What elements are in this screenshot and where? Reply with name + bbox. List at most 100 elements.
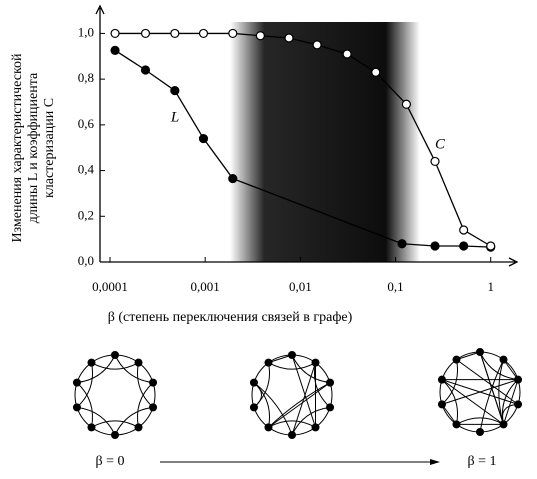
point bbox=[459, 241, 469, 251]
edge bbox=[114, 354, 154, 384]
network-diagrams bbox=[72, 348, 523, 439]
edge bbox=[253, 382, 293, 436]
bottom-label: β = 0 bbox=[95, 454, 124, 469]
node bbox=[326, 403, 335, 412]
y-label-line: Изменения характеристической bbox=[10, 53, 25, 243]
node bbox=[149, 378, 158, 387]
node bbox=[111, 431, 119, 439]
point bbox=[170, 28, 180, 39]
edge bbox=[479, 351, 504, 425]
edge bbox=[137, 362, 154, 408]
y-tick-label: 0,4 bbox=[78, 162, 95, 177]
node bbox=[134, 358, 143, 367]
node bbox=[87, 358, 96, 367]
x-tick-label: 0,001 bbox=[191, 279, 220, 294]
node bbox=[87, 423, 96, 432]
node bbox=[452, 420, 461, 429]
edge bbox=[291, 354, 331, 384]
y-tick-label: 0,6 bbox=[78, 116, 95, 131]
point bbox=[401, 99, 411, 109]
edge bbox=[456, 417, 504, 425]
edge bbox=[503, 359, 519, 380]
y-tick-label: 0,2 bbox=[78, 207, 94, 222]
x-tick-label: 0,0001 bbox=[92, 279, 128, 294]
series-label: C bbox=[435, 136, 446, 152]
node bbox=[311, 423, 320, 432]
node bbox=[476, 348, 484, 356]
point bbox=[140, 28, 151, 39]
edge bbox=[314, 362, 331, 408]
x-axis-label: β (степень переключения связей в графе) bbox=[108, 310, 353, 325]
bottom-label: β = 1 bbox=[467, 454, 496, 469]
edge bbox=[76, 406, 116, 436]
y-label-line: кластеризации C bbox=[42, 98, 57, 198]
edge bbox=[441, 359, 458, 405]
node bbox=[437, 400, 446, 409]
point bbox=[228, 173, 238, 184]
point bbox=[397, 239, 407, 249]
node bbox=[264, 423, 273, 432]
edge bbox=[76, 382, 93, 428]
edge bbox=[268, 420, 316, 428]
edge bbox=[503, 379, 519, 425]
point bbox=[140, 65, 151, 75]
edge bbox=[291, 406, 331, 436]
node bbox=[514, 400, 523, 409]
edge bbox=[137, 382, 154, 428]
node bbox=[499, 420, 508, 429]
edge bbox=[76, 354, 116, 384]
arrow-head bbox=[430, 459, 440, 465]
node bbox=[149, 403, 158, 412]
point bbox=[255, 31, 265, 41]
point bbox=[459, 225, 469, 235]
edge bbox=[114, 406, 154, 436]
point bbox=[228, 28, 238, 39]
node bbox=[437, 375, 446, 384]
node bbox=[499, 355, 508, 364]
point bbox=[371, 67, 381, 77]
y-tick-label: 0,8 bbox=[78, 70, 94, 85]
y-tick-label: 0,0 bbox=[78, 253, 94, 268]
node bbox=[264, 358, 273, 367]
edge bbox=[291, 354, 316, 428]
point bbox=[198, 133, 209, 144]
edge bbox=[268, 382, 331, 428]
series-line bbox=[115, 32, 492, 247]
point bbox=[312, 40, 322, 50]
node bbox=[311, 358, 320, 367]
y-tick-label: 1,0 bbox=[78, 24, 94, 39]
point bbox=[198, 28, 209, 39]
edge bbox=[268, 382, 331, 428]
point bbox=[430, 156, 440, 167]
edge bbox=[291, 362, 316, 436]
node bbox=[288, 351, 296, 359]
node bbox=[476, 428, 484, 436]
edge bbox=[456, 359, 519, 405]
edge bbox=[479, 351, 519, 381]
point bbox=[342, 49, 352, 59]
point bbox=[430, 241, 440, 251]
series-label: L bbox=[170, 109, 179, 125]
edge bbox=[91, 362, 139, 370]
edge bbox=[456, 351, 481, 361]
node bbox=[72, 403, 81, 412]
point bbox=[170, 85, 180, 96]
y-label-line: длины L и коэффициента bbox=[26, 72, 41, 223]
edge bbox=[441, 404, 457, 425]
axes bbox=[95, 4, 519, 267]
point bbox=[110, 45, 120, 55]
node bbox=[249, 378, 258, 387]
x-tick-label: 1 bbox=[487, 279, 494, 294]
node bbox=[134, 423, 143, 432]
node bbox=[514, 375, 523, 384]
point bbox=[110, 28, 120, 39]
edge bbox=[268, 362, 316, 370]
point bbox=[486, 241, 496, 251]
x-tick-label: 0,01 bbox=[289, 279, 312, 294]
point bbox=[284, 33, 294, 43]
node bbox=[326, 378, 335, 387]
node bbox=[452, 355, 461, 364]
edge bbox=[441, 379, 504, 425]
edge bbox=[268, 354, 293, 364]
